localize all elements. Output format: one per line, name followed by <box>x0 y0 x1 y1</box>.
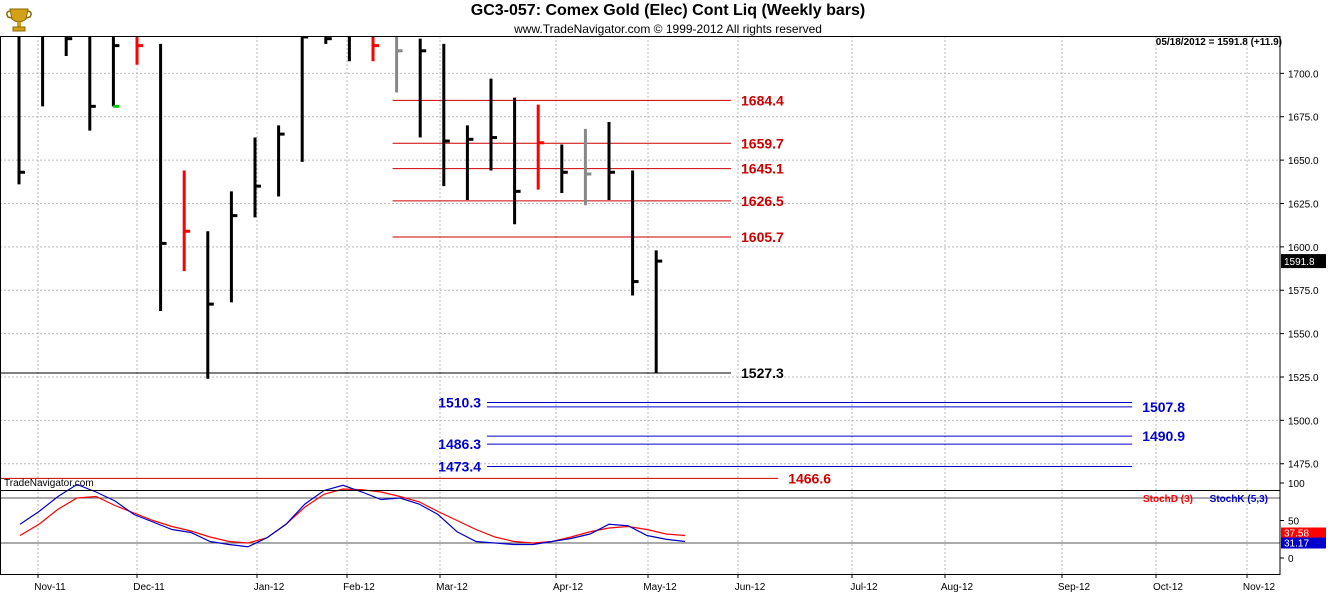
osc-last-box <box>1281 527 1326 539</box>
osc-y-tick-label: 50 <box>1288 517 1300 528</box>
watermark: TradeNavigator.com <box>4 478 94 489</box>
price-bar <box>347 36 351 62</box>
x-tick-label: Oct-12 <box>1153 582 1183 593</box>
level-label: 1507.8 <box>1142 399 1185 415</box>
x-tick-label: Feb-12 <box>343 582 375 593</box>
x-tick-label: Dec-11 <box>133 582 165 593</box>
y-tick-label: 1550.0 <box>1288 330 1319 341</box>
x-tick-label: Mar-12 <box>436 582 468 593</box>
osc-y-tick-label: 100 <box>1288 479 1305 490</box>
price-bar <box>41 36 45 107</box>
y-tick-label: 1675.0 <box>1288 113 1319 124</box>
level-label: 1510.3 <box>438 394 481 410</box>
y-tick-label: 1525.0 <box>1288 373 1319 384</box>
level-label: 1466.6 <box>788 470 831 486</box>
stoch-legend-entry: StochK (5,3) <box>1210 494 1268 505</box>
level-label: 1684.4 <box>741 92 784 108</box>
axes: Nov-11 Dec-11 Jan-12 Feb-12 Mar-12 Apr-12 May-… <box>0 36 1326 593</box>
grid <box>0 36 1280 574</box>
oscillator-panel-frame <box>0 490 1281 575</box>
price-bar <box>536 104 545 190</box>
level-label: 1490.9 <box>1142 428 1185 444</box>
price-bar <box>583 128 592 206</box>
last-readout: 05/18/2012 = 1591.8 (+11.9) <box>1155 37 1282 48</box>
level-lines: 1684.4 1659.7 1645.1 1626.5 1605.7 1527.3 1510… <box>0 92 1185 486</box>
stoch-legend-entry: StochD (3) <box>1143 494 1193 505</box>
osc-last-label: 37.58 <box>1284 529 1309 540</box>
price-bar <box>277 125 285 197</box>
stochastic-panel: StochD (3) StochK (5,3) <box>0 483 1280 548</box>
price-bar <box>607 121 615 201</box>
x-tick-label: Nov-12 <box>1243 582 1276 593</box>
y-tick-label: 1575.0 <box>1288 286 1319 297</box>
x-tick-label: Nov-11 <box>34 582 66 593</box>
price-bar <box>206 231 214 379</box>
osc-y-tick-label: 0 <box>1288 554 1294 565</box>
level-label: 1527.3 <box>741 365 784 381</box>
y-tick-label: 1600.0 <box>1288 243 1319 254</box>
price-bar <box>395 36 403 93</box>
x-tick-label: Jul-12 <box>850 582 878 593</box>
chart-title: GC3-057: Comex Gold (Elec) Cont Liq (Wee… <box>470 2 866 19</box>
price-bar <box>442 43 450 187</box>
price-bar <box>88 36 96 131</box>
x-tick-label: Jun-12 <box>735 582 766 593</box>
price-bar <box>371 36 379 62</box>
price-bar <box>64 36 73 57</box>
price-bar <box>489 78 497 171</box>
price-bar <box>111 36 120 108</box>
price-bars <box>17 36 663 379</box>
y-tick-label: 1625.0 <box>1288 199 1319 210</box>
last-price-label: 1591.8 <box>1284 257 1315 268</box>
level-label: 1626.5 <box>741 193 784 209</box>
price-bar <box>560 144 568 194</box>
price-panel-frame <box>0 36 1281 491</box>
price-bar <box>631 170 639 296</box>
y-tick-label: 1475.0 <box>1288 460 1319 471</box>
y-tick-label: 1500.0 <box>1288 416 1319 427</box>
price-bar <box>418 38 427 138</box>
level-label: 1486.3 <box>438 436 481 452</box>
level-label: 1605.7 <box>741 229 784 245</box>
level-label: 1659.7 <box>741 135 784 151</box>
price-bar <box>159 43 167 312</box>
price-bar <box>513 97 521 225</box>
price-bar <box>229 191 238 303</box>
y-tick-label: 1700.0 <box>1288 69 1319 80</box>
price-bar <box>654 250 663 374</box>
price-bar <box>253 137 261 218</box>
osc-last-box <box>1281 537 1326 549</box>
price-bar <box>324 36 332 44</box>
last-price-box <box>1281 254 1326 269</box>
trophy-icon <box>6 8 32 32</box>
price-bar <box>465 125 474 201</box>
x-tick-label: Aug-12 <box>941 582 974 593</box>
chart-subtitle: www.TradeNavigator.com © 1999-2012 All r… <box>514 22 822 36</box>
x-tick-label: Apr-12 <box>553 582 583 593</box>
price-bar <box>17 36 25 185</box>
price-bar <box>135 36 143 65</box>
x-tick-label: Sep-12 <box>1058 582 1091 593</box>
price-bar <box>300 36 309 162</box>
price-bar <box>182 170 191 272</box>
stoch-line <box>19 483 686 548</box>
level-label: 1473.4 <box>438 459 481 475</box>
level-label: 1645.1 <box>741 161 784 177</box>
x-tick-label: Jan-12 <box>254 582 285 593</box>
x-tick-label: May-12 <box>643 582 677 593</box>
y-tick-label: 1650.0 <box>1288 156 1319 167</box>
osc-last-label: 31.17 <box>1284 539 1309 550</box>
